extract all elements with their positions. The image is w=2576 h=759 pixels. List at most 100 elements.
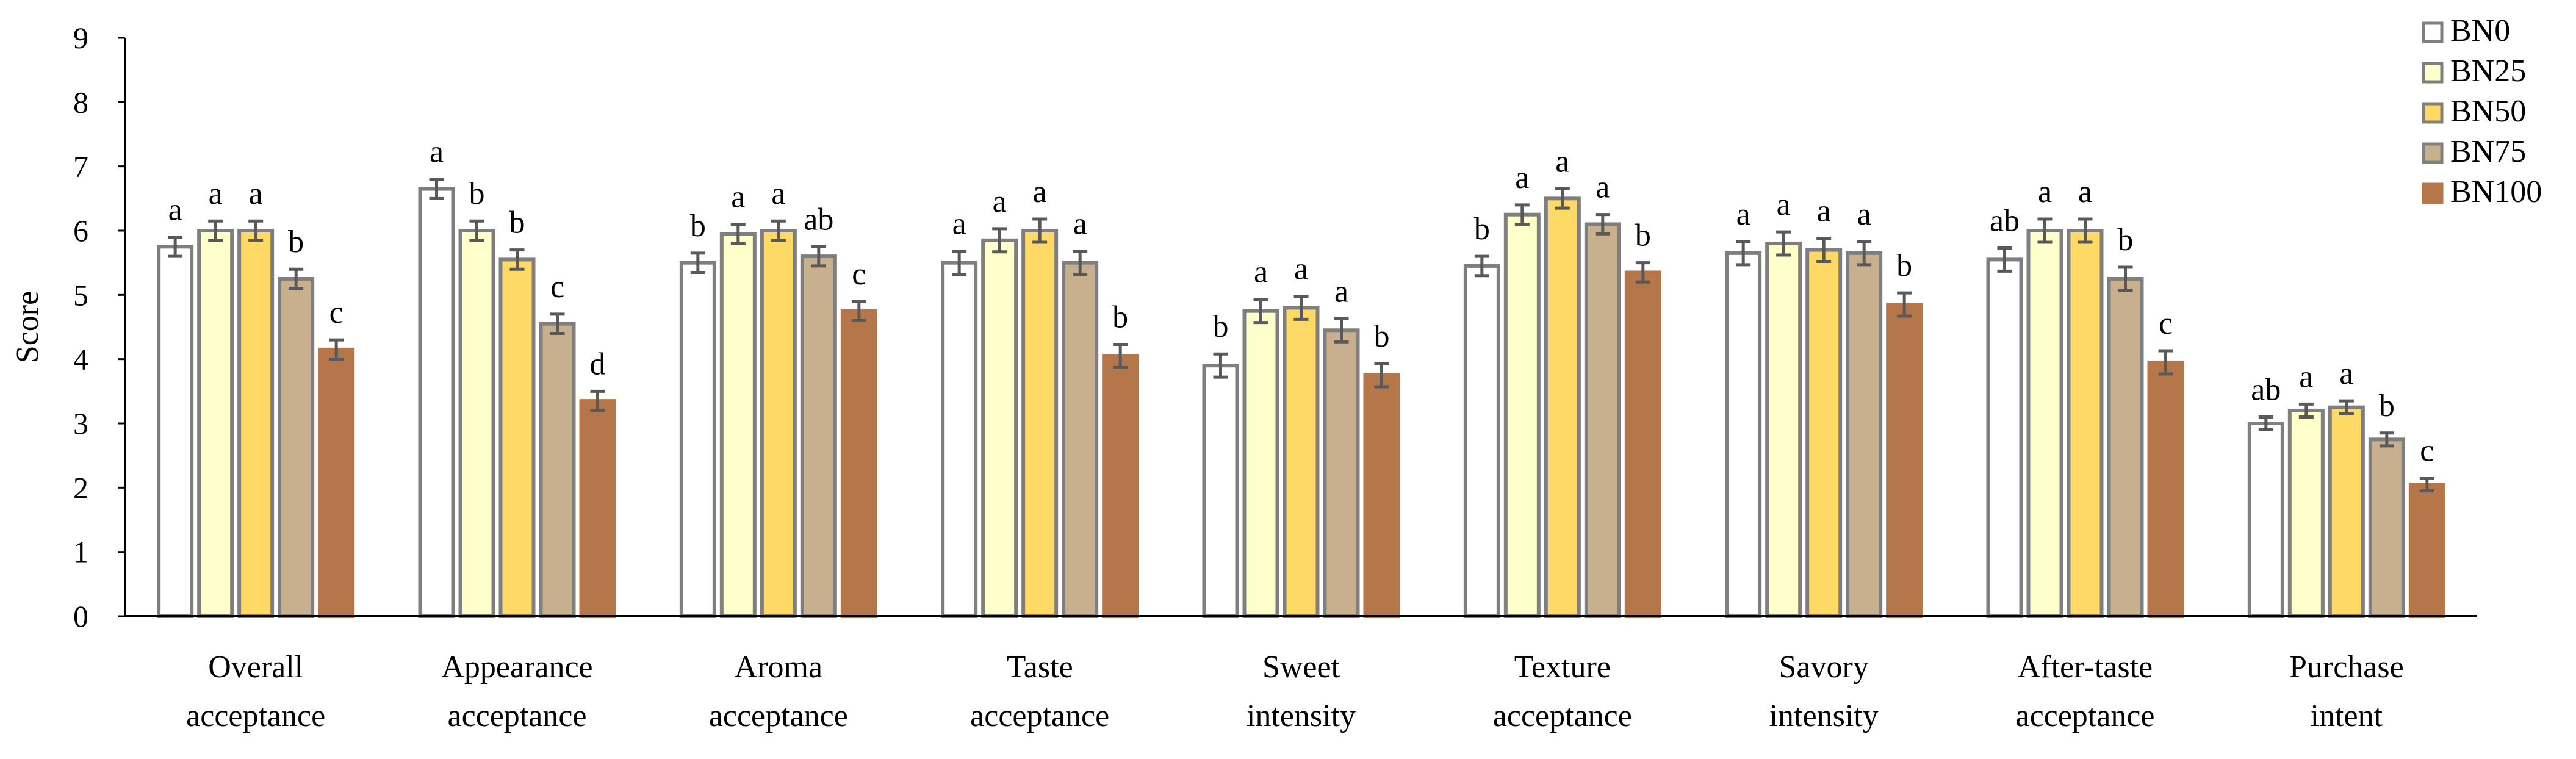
- significance-letter: ab: [1990, 203, 2020, 238]
- significance-letter: a: [1073, 207, 1087, 242]
- significance-letter: a: [1515, 160, 1529, 195]
- error-bar: [992, 227, 1007, 254]
- significance-letter: c: [852, 257, 866, 292]
- bar-bn0-2: [418, 187, 455, 618]
- y-axis-ticks: 0 1 2 3 4 5 6 7 8 9: [73, 21, 125, 633]
- legend-label: BN100: [2450, 174, 2542, 209]
- significance-letter: b: [1374, 319, 1390, 354]
- significance-letter: d: [590, 347, 606, 381]
- error-bar: [2298, 402, 2314, 419]
- legend-label: BN75: [2450, 134, 2526, 169]
- error-bar: [1474, 254, 1489, 278]
- y-tick-label: 3: [73, 406, 88, 441]
- error-bar: [1736, 240, 1751, 267]
- error-bar: [550, 312, 565, 336]
- bar-bn100-6: [1624, 270, 1661, 618]
- legend: BN0 BN25 BN50 BN75 BN100: [2422, 13, 2542, 209]
- significance-letter: a: [1555, 145, 1569, 179]
- y-tick-label: 9: [73, 21, 88, 55]
- significance-letter: a: [2299, 359, 2313, 394]
- error-bar: [1997, 246, 2012, 273]
- error-bar: [1334, 317, 1349, 344]
- significance-letter: a: [209, 176, 223, 211]
- x-category-label: Aroma acceptance: [709, 650, 848, 733]
- x-category-label: Taste acceptance: [970, 650, 1109, 733]
- error-bar: [208, 219, 223, 242]
- legend-item-bn100: BN100: [2422, 174, 2542, 209]
- legend-item-bn50: BN50: [2422, 94, 2526, 129]
- error-bar: [771, 219, 786, 242]
- bar-bn75-4: [1062, 261, 1099, 618]
- significance-letter: a: [1817, 194, 1831, 229]
- bar-bn25-4: [981, 238, 1018, 618]
- error-bar: [1816, 237, 1832, 264]
- error-bar: [1293, 294, 1309, 321]
- error-bar: [2158, 349, 2173, 376]
- y-tick-label: 4: [73, 342, 88, 376]
- error-bar: [952, 250, 967, 276]
- error-bar: [2078, 217, 2093, 244]
- bar-bn25-7: [1765, 242, 1802, 619]
- legend-swatch: [2422, 21, 2444, 43]
- error-bar: [248, 219, 264, 242]
- x-category-label: Texture acceptance: [1493, 650, 1632, 733]
- bar-bn25-2: [458, 229, 495, 618]
- bar-bn100-3: [840, 309, 877, 618]
- legend-label: BN25: [2450, 54, 2526, 88]
- x-category-label: After-taste acceptance: [2015, 650, 2154, 733]
- error-bar: [590, 389, 605, 412]
- significance-letter: b: [509, 206, 525, 240]
- bar-bn50-4: [1021, 229, 1059, 618]
- bar-bn0-6: [1463, 264, 1500, 618]
- bar-bn100-9: [2408, 483, 2445, 618]
- error-bar: [1635, 261, 1650, 284]
- significance-letter: b: [690, 209, 706, 243]
- bar-bn100-5: [1363, 373, 1400, 618]
- significance-letter: a: [1857, 197, 1871, 232]
- bar-bn50-3: [760, 229, 797, 618]
- legend-item-bn25: BN25: [2422, 54, 2526, 88]
- significance-letter: a: [993, 184, 1007, 219]
- significance-letter: a: [1334, 274, 1348, 309]
- x-category-label: Appearance acceptance: [441, 650, 592, 733]
- legend-label: BN0: [2450, 13, 2510, 48]
- error-bar: [2379, 431, 2394, 448]
- significance-letter: a: [731, 179, 745, 214]
- significance-letter: a: [771, 176, 785, 211]
- bar-bn75-2: [539, 322, 576, 618]
- bar-bn100-4: [1102, 354, 1139, 619]
- bar-bn75-6: [1584, 222, 1621, 618]
- significance-letter: a: [1254, 255, 1268, 290]
- significance-letter: b: [1635, 218, 1651, 253]
- error-bar: [1113, 342, 1128, 369]
- error-bar: [1776, 230, 1791, 257]
- significance-letter: a: [1294, 251, 1308, 286]
- significance-letter: a: [1736, 197, 1750, 232]
- significance-letter: a: [2038, 174, 2052, 209]
- significance-letter: a: [2078, 174, 2092, 209]
- error-bar: [1514, 203, 1530, 226]
- significance-letter: a: [1777, 187, 1791, 222]
- significance-letter: a: [430, 135, 444, 170]
- x-axis-category-labels: Overall acceptance Appearance acceptance Aro…: [186, 650, 2404, 733]
- x-category-label: Savory intensity: [1769, 650, 1879, 733]
- error-bar: [1032, 217, 1048, 244]
- bar-bn0-1: [157, 245, 194, 619]
- error-bar: [329, 338, 344, 361]
- error-bar: [2037, 217, 2053, 244]
- error-bar: [1374, 362, 1389, 389]
- bar-bn75-8: [2107, 277, 2144, 618]
- x-category-label: Sweet intensity: [1247, 650, 1356, 733]
- bar-bn0-9: [2247, 422, 2284, 618]
- error-bar: [1555, 187, 1570, 210]
- error-bar: [168, 236, 183, 258]
- error-bar: [2258, 415, 2273, 432]
- significance-letter: b: [469, 176, 485, 211]
- significance-letter: b: [288, 225, 304, 259]
- legend-swatch: [2422, 102, 2444, 124]
- bar-bn75-1: [278, 277, 315, 618]
- bar-bn50-7: [1805, 248, 1843, 619]
- error-bar: [2419, 477, 2434, 493]
- error-bar: [469, 219, 484, 242]
